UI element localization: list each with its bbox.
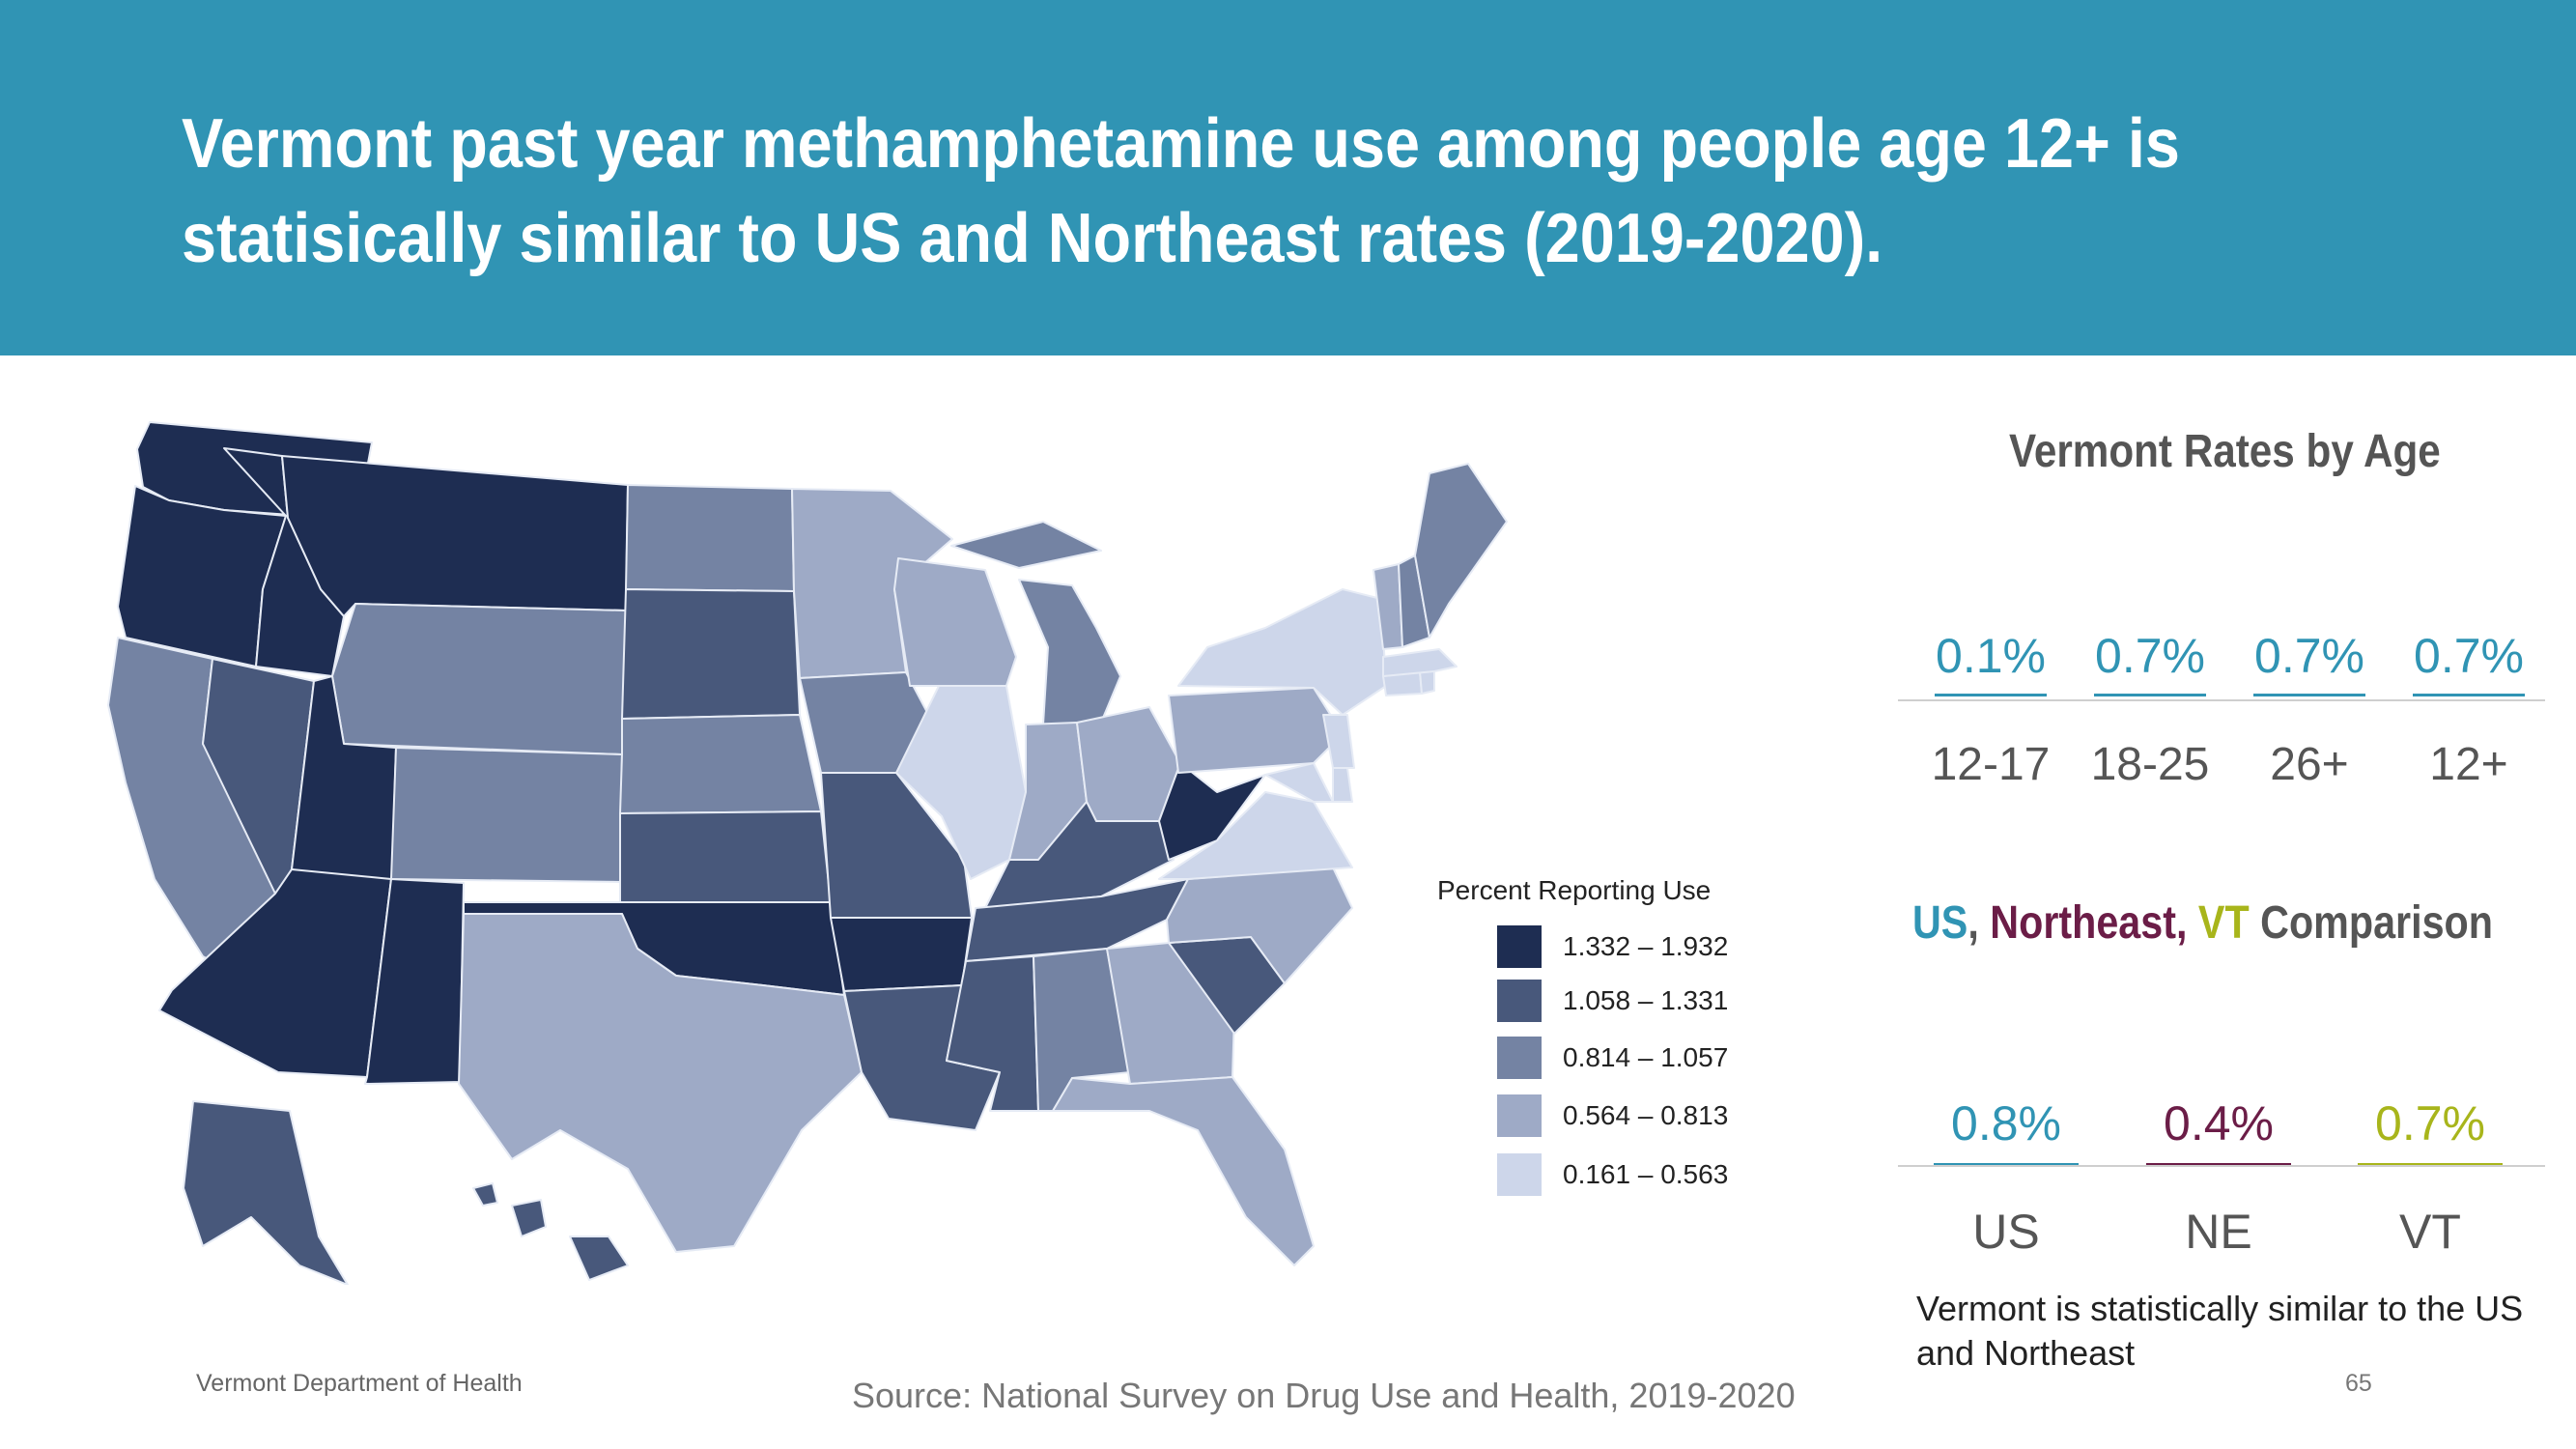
legend-title: Percent Reporting Use: [1437, 875, 1712, 905]
comparison-label: NE: [2185, 1205, 2252, 1259]
rates-by-age-title: Vermont Rates by Age: [2009, 426, 2441, 477]
legend-label: 0.564 – 0.813: [1563, 1100, 1729, 1130]
comparison-value: 0.7%: [2375, 1096, 2485, 1151]
state-co: [390, 747, 623, 883]
age-rate-value: 0.7%: [2414, 629, 2524, 683]
legend-label: 0.161 – 0.563: [1563, 1159, 1729, 1189]
comparison-axis: [1898, 1165, 2545, 1167]
department-label: Vermont Department of Health: [196, 1370, 523, 1397]
comparison-label: VT: [2399, 1205, 2461, 1259]
legend-item: 1.332 – 1.932: [1497, 925, 1787, 968]
legend-swatch: [1497, 980, 1542, 1022]
comparison-title: US, Northeast, VT Comparison: [1912, 896, 2493, 950]
state-tx: [458, 913, 863, 1253]
legend-swatch: [1497, 1153, 1542, 1196]
legend-swatch: [1497, 1094, 1542, 1137]
state-de: [1332, 767, 1353, 803]
state-ks: [619, 810, 832, 903]
state-nj: [1322, 714, 1355, 769]
comparison-underline: [1934, 1163, 2079, 1166]
state-sd: [621, 588, 801, 720]
age-rate-underline: [2413, 694, 2525, 696]
legend-item: 0.161 – 0.563: [1497, 1153, 1787, 1196]
state-mt: [281, 455, 629, 617]
legend-item: 0.814 – 1.057: [1497, 1037, 1787, 1079]
state-hi: [472, 1182, 629, 1281]
state-pa: [1168, 687, 1344, 774]
age-rates-axis: [1898, 699, 2545, 701]
legend-label: 1.058 – 1.331: [1563, 985, 1729, 1015]
legend-label: 1.332 – 1.932: [1563, 931, 1729, 961]
age-rate-value: 0.7%: [2254, 629, 2364, 683]
state-nm: [364, 878, 465, 1085]
comparison-value: 0.8%: [1951, 1096, 2061, 1151]
comparison-value: 0.4%: [2164, 1096, 2274, 1151]
source-citation: Source: National Survey on Drug Use and …: [852, 1376, 1796, 1415]
us-choropleth-map: [107, 421, 1508, 1285]
state-ne: [619, 714, 822, 814]
legend-label: 0.814 – 1.057: [1563, 1042, 1729, 1072]
title-banner: [0, 0, 2576, 355]
state-fl: [1052, 1076, 1315, 1266]
age-rate-value: 0.1%: [1936, 629, 2046, 683]
comparison-label: US: [1972, 1205, 2040, 1259]
state-ar: [830, 917, 973, 992]
state-mo: [820, 772, 973, 919]
age-rate-underline: [2094, 694, 2206, 696]
comparison-underline: [2358, 1163, 2503, 1166]
state-ga: [1106, 942, 1235, 1085]
legend-item: 0.564 – 0.813: [1497, 1094, 1787, 1137]
comparison-title-sep: ,: [1967, 897, 1991, 949]
comparison-title-ne: Northeast,: [1990, 897, 2198, 949]
state-wy: [331, 603, 627, 755]
age-rate-underline: [2253, 694, 2365, 696]
legend-swatch: [1497, 1037, 1542, 1079]
similarity-note: Vermont is statistically similar to the …: [1916, 1289, 2524, 1373]
age-group-label: 12-17: [1931, 739, 2051, 790]
age-group-label: 12+: [2429, 739, 2508, 790]
slide-title: Vermont past year methamphetamine use am…: [182, 105, 2180, 277]
age-group-label: 26+: [2270, 739, 2349, 790]
legend-item: 1.058 – 1.331: [1497, 980, 1787, 1022]
age-rate-value: 0.7%: [2095, 629, 2205, 683]
state-wi: [893, 557, 1017, 687]
state-ma: [1382, 648, 1458, 677]
comparison-title-us: US: [1912, 897, 1968, 949]
legend-swatch: [1497, 925, 1542, 968]
comparison-underline: [2146, 1163, 2291, 1166]
age-group-label: 18-25: [2090, 739, 2210, 790]
state-mi: [950, 521, 1121, 725]
comparison-title-vt: VT: [2197, 897, 2250, 949]
comparison-title-word: Comparison: [2249, 897, 2493, 949]
state-il: [895, 685, 1027, 880]
age-rate-underline: [1935, 694, 2047, 696]
state-nd: [625, 484, 795, 592]
state-me: [1414, 463, 1508, 639]
state-ak: [183, 1100, 349, 1285]
state-ri: [1419, 670, 1435, 695]
page-number: 65: [2345, 1370, 2372, 1397]
